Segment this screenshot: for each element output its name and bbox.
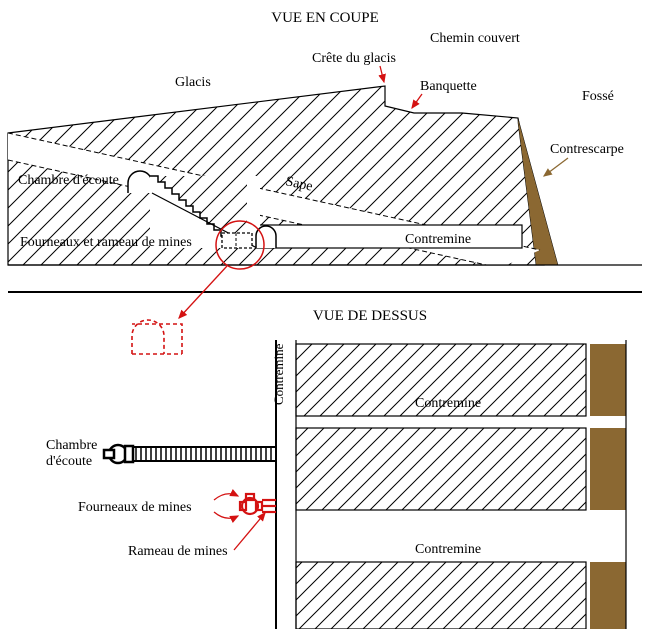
label-rameau-mines: Rameau de mines bbox=[128, 544, 228, 559]
label-contremine-gap-1: Contremine bbox=[415, 396, 481, 411]
label-contrescarpe: Contrescarpe bbox=[550, 142, 624, 157]
fourneau-plan-icon bbox=[240, 494, 276, 514]
label-crete: Crête du glacis bbox=[312, 51, 396, 66]
label-contremine-vertical: Contremine bbox=[271, 343, 286, 405]
label-fourneaux-mines: Fourneaux de mines bbox=[78, 500, 192, 515]
contremine-tunnel bbox=[255, 225, 522, 248]
brown-strip-2 bbox=[590, 428, 626, 510]
title-top: VUE EN COUPE bbox=[271, 10, 379, 26]
arrow-contrescarpe bbox=[544, 158, 568, 176]
label-glacis: Glacis bbox=[175, 75, 211, 90]
label-chemin-couvert: Chemin couvert bbox=[430, 31, 520, 46]
arrow-rameau bbox=[234, 513, 265, 550]
label-fosse: Fossé bbox=[582, 89, 614, 104]
label-contremine: Contremine bbox=[405, 232, 471, 247]
earth-block-2 bbox=[296, 428, 586, 510]
arrow-crete bbox=[380, 66, 384, 82]
label-contremine-gap-2: Contremine bbox=[415, 542, 481, 557]
earth-block-3 bbox=[296, 562, 586, 629]
label-chambre-ecoute-2b: d'écoute bbox=[46, 454, 92, 469]
label-chambre-ecoute-2a: Chambre bbox=[46, 438, 97, 453]
label-chambre-ecoute: Chambre d'écoute bbox=[18, 173, 119, 188]
arrow-fourneau bbox=[214, 494, 238, 500]
chambre-ecoute-section bbox=[128, 171, 152, 193]
brown-strip-1 bbox=[590, 344, 626, 416]
label-banquette: Banquette bbox=[420, 79, 477, 94]
title-bottom: VUE DE DESSUS bbox=[313, 308, 427, 324]
mine-chamber-box bbox=[222, 233, 252, 248]
detail-arch-icon bbox=[132, 320, 182, 354]
chambre-ecoute-plan bbox=[104, 445, 133, 463]
passage-ladder bbox=[132, 447, 276, 461]
arrow-banquette bbox=[412, 94, 422, 108]
label-fourneaux-rameau: Fourneaux et rameau de mines bbox=[20, 235, 192, 250]
brown-strip-3 bbox=[590, 562, 626, 629]
